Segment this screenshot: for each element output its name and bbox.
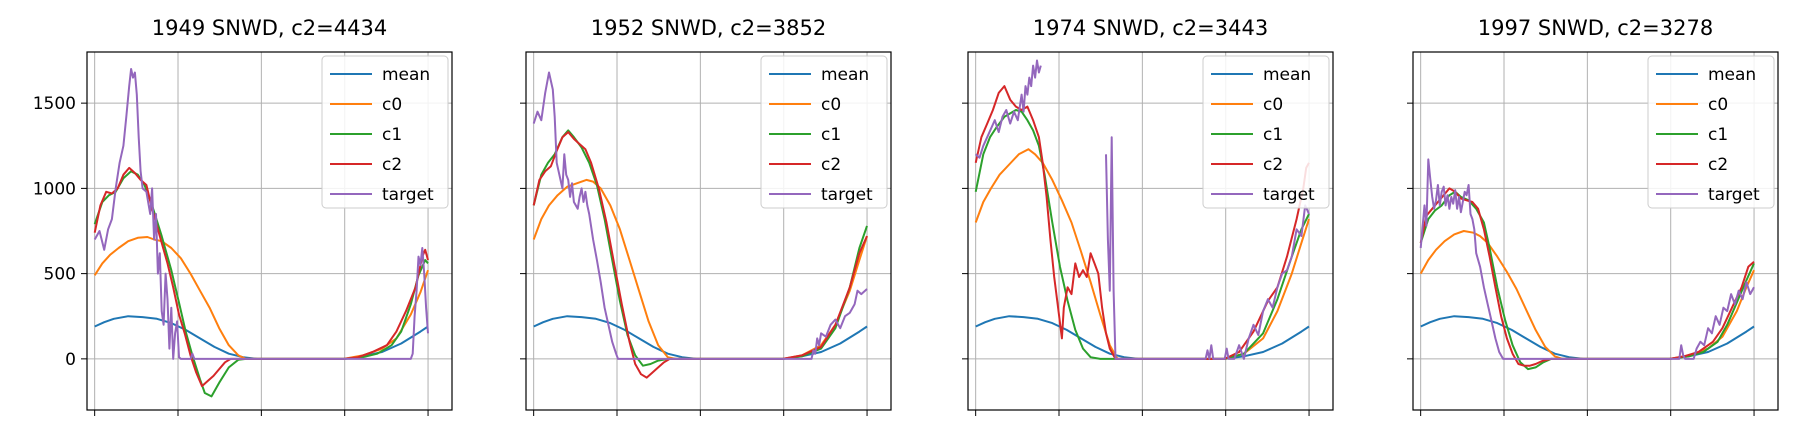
series-line-target <box>93 68 429 360</box>
series-group <box>532 71 868 379</box>
series-line-c0 <box>974 148 1310 360</box>
legend-label-c2: c2 <box>1263 155 1283 175</box>
series-line-mean <box>975 315 1310 360</box>
series-line-c2 <box>974 85 1310 360</box>
axes-frame <box>1412 51 1779 411</box>
axes-frame <box>967 51 1334 411</box>
legend-label-c0: c0 <box>382 95 402 115</box>
chart-panel-3: 1974 SNWD, c2=3443 mean c0 c1 c2 target <box>962 16 1334 416</box>
legend-label-target: target <box>382 185 434 205</box>
legend-box <box>1647 55 1775 209</box>
legend-label-c1: c1 <box>1708 125 1728 145</box>
series-line-c2 <box>532 131 868 379</box>
legend-label-mean: mean <box>382 65 430 85</box>
chart-title: 1997 SNWD, c2=3278 <box>1478 16 1713 40</box>
y-tick-label: 500 <box>44 265 76 285</box>
y-tick-label: 1500 <box>33 94 76 114</box>
legend-label-mean: mean <box>1708 65 1756 85</box>
legend-label-c0: c0 <box>1708 95 1728 115</box>
legend-label-c2: c2 <box>382 155 402 175</box>
legend-label-c2: c2 <box>1708 155 1728 175</box>
legend-label-c0: c0 <box>821 95 841 115</box>
legend-label-c1: c1 <box>821 125 841 145</box>
legend: mean c0 c1 c2 target <box>1647 55 1775 209</box>
legend-label-c1: c1 <box>382 125 402 145</box>
legend-label-target: target <box>1708 185 1760 205</box>
series-line-c2 <box>93 166 429 388</box>
chart-title: 1952 SNWD, c2=3852 <box>591 16 826 40</box>
chart-panel-1: 0 500 1000 1500 1949 SNWD, c2=4434 mean c0 c1 c2… <box>33 16 453 416</box>
series-line-c2 <box>1419 187 1755 367</box>
legend: mean c0 c1 c2 target <box>760 55 888 209</box>
series-line-target <box>532 71 868 360</box>
legend-label-c0: c0 <box>1263 95 1283 115</box>
series-line-mean <box>1420 315 1755 360</box>
legend-label-c1: c1 <box>1263 125 1283 145</box>
legend: mean c0 c1 c2 target <box>321 55 449 209</box>
legend-label-c2: c2 <box>821 155 841 175</box>
legend-label-target: target <box>1263 185 1315 205</box>
y-tick-label: 0 <box>65 350 76 370</box>
series-group <box>93 68 429 398</box>
chart-title: 1974 SNWD, c2=3443 <box>1033 16 1268 40</box>
series-line-target <box>975 59 1310 360</box>
legend-label-mean: mean <box>1263 65 1311 85</box>
series-line-c1 <box>1419 190 1755 371</box>
legend-box <box>760 55 888 209</box>
series-group <box>1419 158 1755 371</box>
chart-title: 1949 SNWD, c2=4434 <box>152 16 387 40</box>
legend-box <box>1202 55 1330 209</box>
legend-label-target: target <box>821 185 873 205</box>
axes-frame <box>525 51 892 411</box>
legend-box <box>321 55 449 209</box>
series-line-c1 <box>974 109 1310 360</box>
axes-frame <box>86 51 453 411</box>
chart-panel-2: 1952 SNWD, c2=3852 mean c0 c1 c2 target <box>520 16 892 416</box>
legend-label-mean: mean <box>821 65 869 85</box>
chart-panel-4: 1997 SNWD, c2=3278 mean c0 c1 c2 target <box>1407 16 1779 416</box>
series-line-mean <box>533 315 868 360</box>
series-line-target <box>1419 158 1755 360</box>
y-tick-label: 1000 <box>33 179 76 199</box>
series-group <box>974 59 1310 360</box>
legend: mean c0 c1 c2 target <box>1202 55 1330 209</box>
series-line-c0 <box>93 236 429 360</box>
